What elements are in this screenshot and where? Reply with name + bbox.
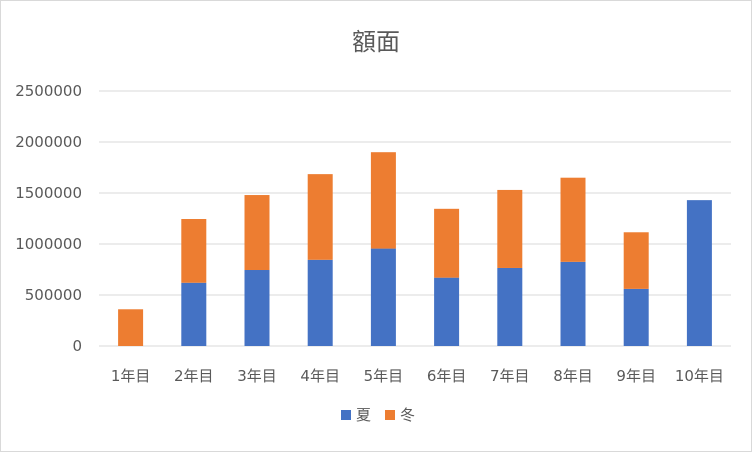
x-tick-label: 4年目 — [300, 367, 340, 385]
bar-winter — [560, 177, 586, 262]
bar-winter — [370, 152, 396, 249]
bar-winter — [623, 232, 649, 289]
x-tick-label: 8年目 — [553, 367, 593, 385]
bar-summer — [623, 288, 649, 346]
chart-title: 額面 — [352, 28, 400, 56]
y-tick-label: 500000 — [25, 286, 82, 304]
y-tick-label: 1500000 — [15, 184, 82, 202]
bar-summer — [686, 200, 712, 346]
x-tick-label: 1年目 — [111, 367, 151, 385]
bar-summer — [244, 270, 270, 346]
legend-label-winter: 冬 — [400, 406, 415, 424]
bar-winter — [244, 195, 270, 271]
x-tick-label: 3年目 — [237, 367, 277, 385]
x-tick-label: 2年目 — [174, 367, 214, 385]
legend-label-summer: 夏 — [356, 406, 371, 424]
bar-summer — [560, 261, 586, 346]
x-tick-label: 7年目 — [490, 367, 530, 385]
legend: 夏冬 — [341, 406, 415, 424]
bar-winter — [307, 174, 333, 260]
bar-summer — [497, 267, 523, 346]
bar-winter — [181, 219, 207, 283]
y-axis: 0 500000 1000000 1500000 2000000 2500000 — [15, 82, 82, 355]
bar-summer — [434, 277, 460, 346]
bar-winter — [118, 309, 144, 346]
x-tick-label: 6年目 — [427, 367, 467, 385]
bars — [118, 152, 712, 346]
legend-swatch-winter — [385, 410, 395, 420]
x-tick-label: 5年目 — [364, 367, 404, 385]
bar-summer — [370, 248, 396, 346]
bar-summer — [307, 259, 333, 346]
bar-winter — [497, 189, 523, 268]
bar-winter — [434, 208, 460, 278]
y-tick-label: 1000000 — [15, 235, 82, 253]
y-tick-label: 2000000 — [15, 133, 82, 151]
x-tick-label: 10年目 — [675, 367, 724, 385]
y-tick-label: 2500000 — [15, 82, 82, 100]
legend-swatch-summer — [341, 410, 351, 420]
x-axis: 1年目 2年目 3年目 4年目 5年目 6年目 7年目 8年目 9年目 10年目 — [111, 367, 724, 385]
y-tick-label: 0 — [72, 337, 82, 355]
x-tick-label: 9年目 — [616, 367, 656, 385]
bar-summer — [181, 282, 207, 346]
